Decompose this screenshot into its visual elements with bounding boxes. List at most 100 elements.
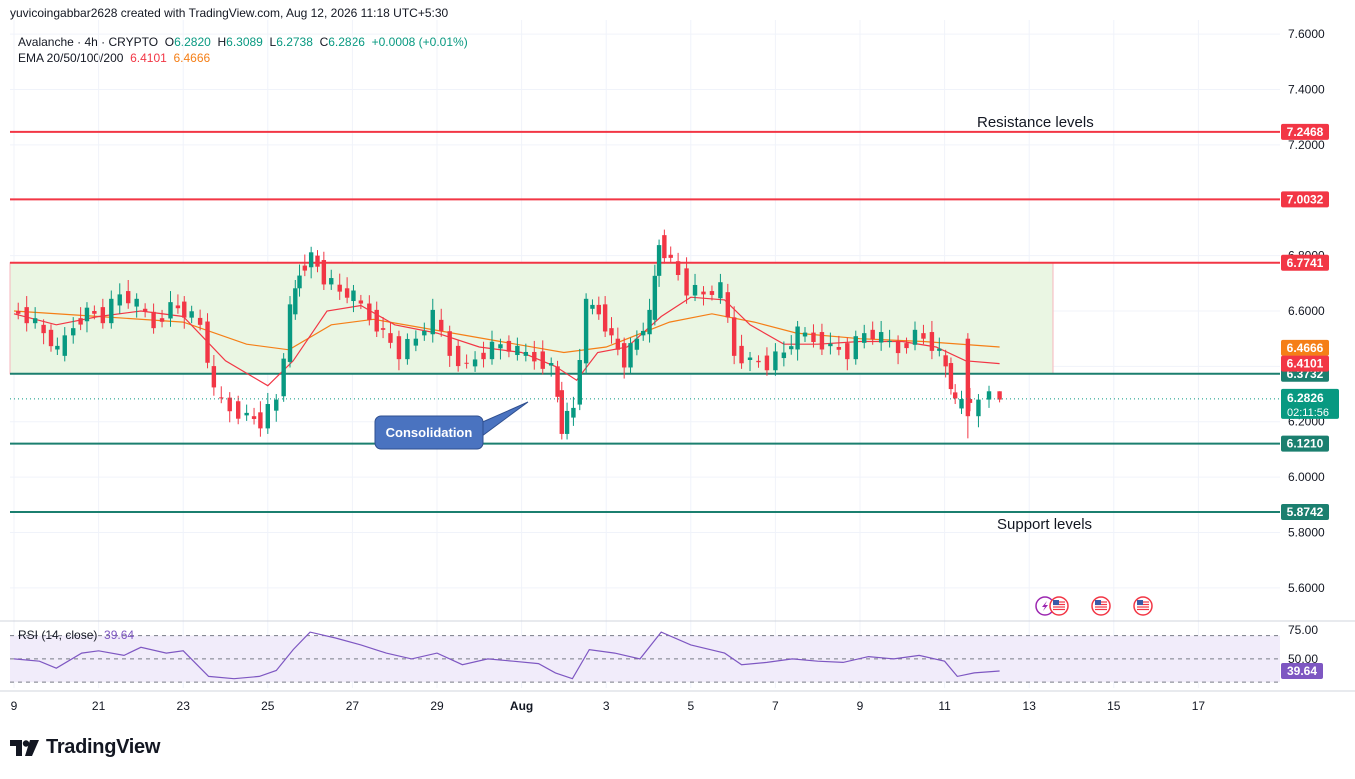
symbol-name[interactable]: Avalanche · 4h · CRYPTO xyxy=(18,35,159,49)
candle-body xyxy=(92,311,97,314)
candle-body xyxy=(731,317,737,356)
candle-body xyxy=(293,288,298,315)
candle-body xyxy=(555,366,560,397)
price-tick-label: 6.4000 xyxy=(1288,359,1325,373)
price-tick-label: 6.6000 xyxy=(1288,304,1325,318)
event-icon xyxy=(1035,596,1055,616)
candle-body xyxy=(628,343,633,368)
candle-body xyxy=(895,340,901,354)
symbol-legend: Avalanche · 4h · CRYPTO O6.2820 H6.3089 … xyxy=(18,34,468,50)
candle-body xyxy=(967,399,973,403)
support-price-badge xyxy=(1281,365,1329,382)
time-tick-label: 25 xyxy=(261,699,275,713)
price-tick-label: 6.0000 xyxy=(1288,470,1325,484)
candle-body xyxy=(692,284,698,296)
candle-body xyxy=(756,360,761,363)
candle-body xyxy=(302,265,308,271)
flag-canton xyxy=(1053,600,1059,605)
support-price-badge xyxy=(1281,503,1329,520)
candle-body xyxy=(836,346,842,350)
rsi-tick-label: 75.00 xyxy=(1288,623,1318,637)
candle-body xyxy=(564,410,570,434)
candle-body xyxy=(641,330,646,336)
candle-body xyxy=(929,332,935,351)
time-tick-label: 9 xyxy=(11,699,18,713)
us-flag-icon xyxy=(1133,596,1153,616)
candle-body xyxy=(235,401,241,419)
price-tick-label: 5.8000 xyxy=(1288,525,1325,539)
time-tick-label: 23 xyxy=(177,699,191,713)
candle-body xyxy=(634,338,640,350)
candle-body xyxy=(652,275,658,320)
candle-body xyxy=(321,260,327,285)
candle-body xyxy=(100,307,106,324)
consolidation-zone xyxy=(9,262,1054,375)
lightning-icon xyxy=(1042,601,1048,611)
candle-body xyxy=(481,352,486,360)
candle-body xyxy=(878,332,884,343)
consolidation-callout xyxy=(374,415,484,450)
candle-body xyxy=(159,318,165,322)
candle-body xyxy=(795,326,800,350)
ema-legend[interactable]: EMA 20/50/100/200 6.4101 6.4666 xyxy=(18,51,210,65)
candle-body xyxy=(781,352,787,359)
candle-body xyxy=(976,399,981,417)
candle-body xyxy=(405,338,410,360)
candle-body xyxy=(447,331,452,356)
ema50-value: 6.4666 xyxy=(173,51,211,65)
tradingview-mark-icon xyxy=(10,739,39,756)
candle-body xyxy=(367,303,372,320)
flag-canton xyxy=(1095,600,1101,605)
callout-pointer xyxy=(477,401,529,440)
high-value: 6.3089 xyxy=(226,35,263,49)
candle-body xyxy=(422,330,427,336)
candle-body xyxy=(182,301,187,318)
candle-body xyxy=(430,309,435,335)
candle-body xyxy=(472,359,478,367)
resistance-price-label: 6.7741 xyxy=(1287,256,1324,270)
candle-body xyxy=(701,291,706,295)
change-value: +0.0008 (+0.01%) xyxy=(371,35,468,49)
resistance-price-label: 7.2468 xyxy=(1287,125,1324,139)
candle-body xyxy=(109,298,114,324)
candle-body xyxy=(62,335,67,356)
candle-body xyxy=(274,399,279,411)
candle-body xyxy=(396,336,402,360)
high-label: H xyxy=(217,35,227,49)
candle-body xyxy=(117,294,122,306)
rsi-legend[interactable]: RSI (14, close) 39.64 xyxy=(18,628,134,642)
support-price-label: 6.3732 xyxy=(1287,367,1324,381)
candle-body xyxy=(621,343,627,368)
chart-credit: yuvicoingabbar2628 created with TradingV… xyxy=(10,6,449,20)
candle-body xyxy=(351,290,356,302)
resistance-price-badge xyxy=(1281,123,1329,140)
candle-body xyxy=(952,392,958,399)
ema-label: EMA 20/50/100/200 xyxy=(18,51,124,65)
time-tick-label: 3 xyxy=(603,699,610,713)
candle-body xyxy=(134,298,139,307)
time-tick-label: 27 xyxy=(346,699,360,713)
ema-price-label: 6.4101 xyxy=(1287,357,1324,371)
candle-body xyxy=(55,345,60,350)
candle-body xyxy=(959,399,964,409)
time-tick-label: 21 xyxy=(92,699,106,713)
candle-body xyxy=(41,324,46,334)
price-tick-label: 5.6000 xyxy=(1288,581,1325,595)
candle-body xyxy=(211,366,217,388)
candle-body xyxy=(870,329,875,340)
candle-body xyxy=(498,344,503,349)
candle-body xyxy=(862,333,867,343)
candle-body xyxy=(845,343,850,360)
candle-body xyxy=(747,357,753,361)
close-label: C xyxy=(319,35,329,49)
candle-body xyxy=(904,343,909,349)
candle-body xyxy=(380,328,386,330)
ema20-value: 6.4101 xyxy=(130,51,167,65)
candle-body xyxy=(329,278,334,285)
candle-body xyxy=(489,341,495,360)
candle-body xyxy=(559,390,564,434)
candle-body xyxy=(142,308,148,312)
candle-body xyxy=(506,340,512,352)
low-label: L xyxy=(269,35,277,49)
